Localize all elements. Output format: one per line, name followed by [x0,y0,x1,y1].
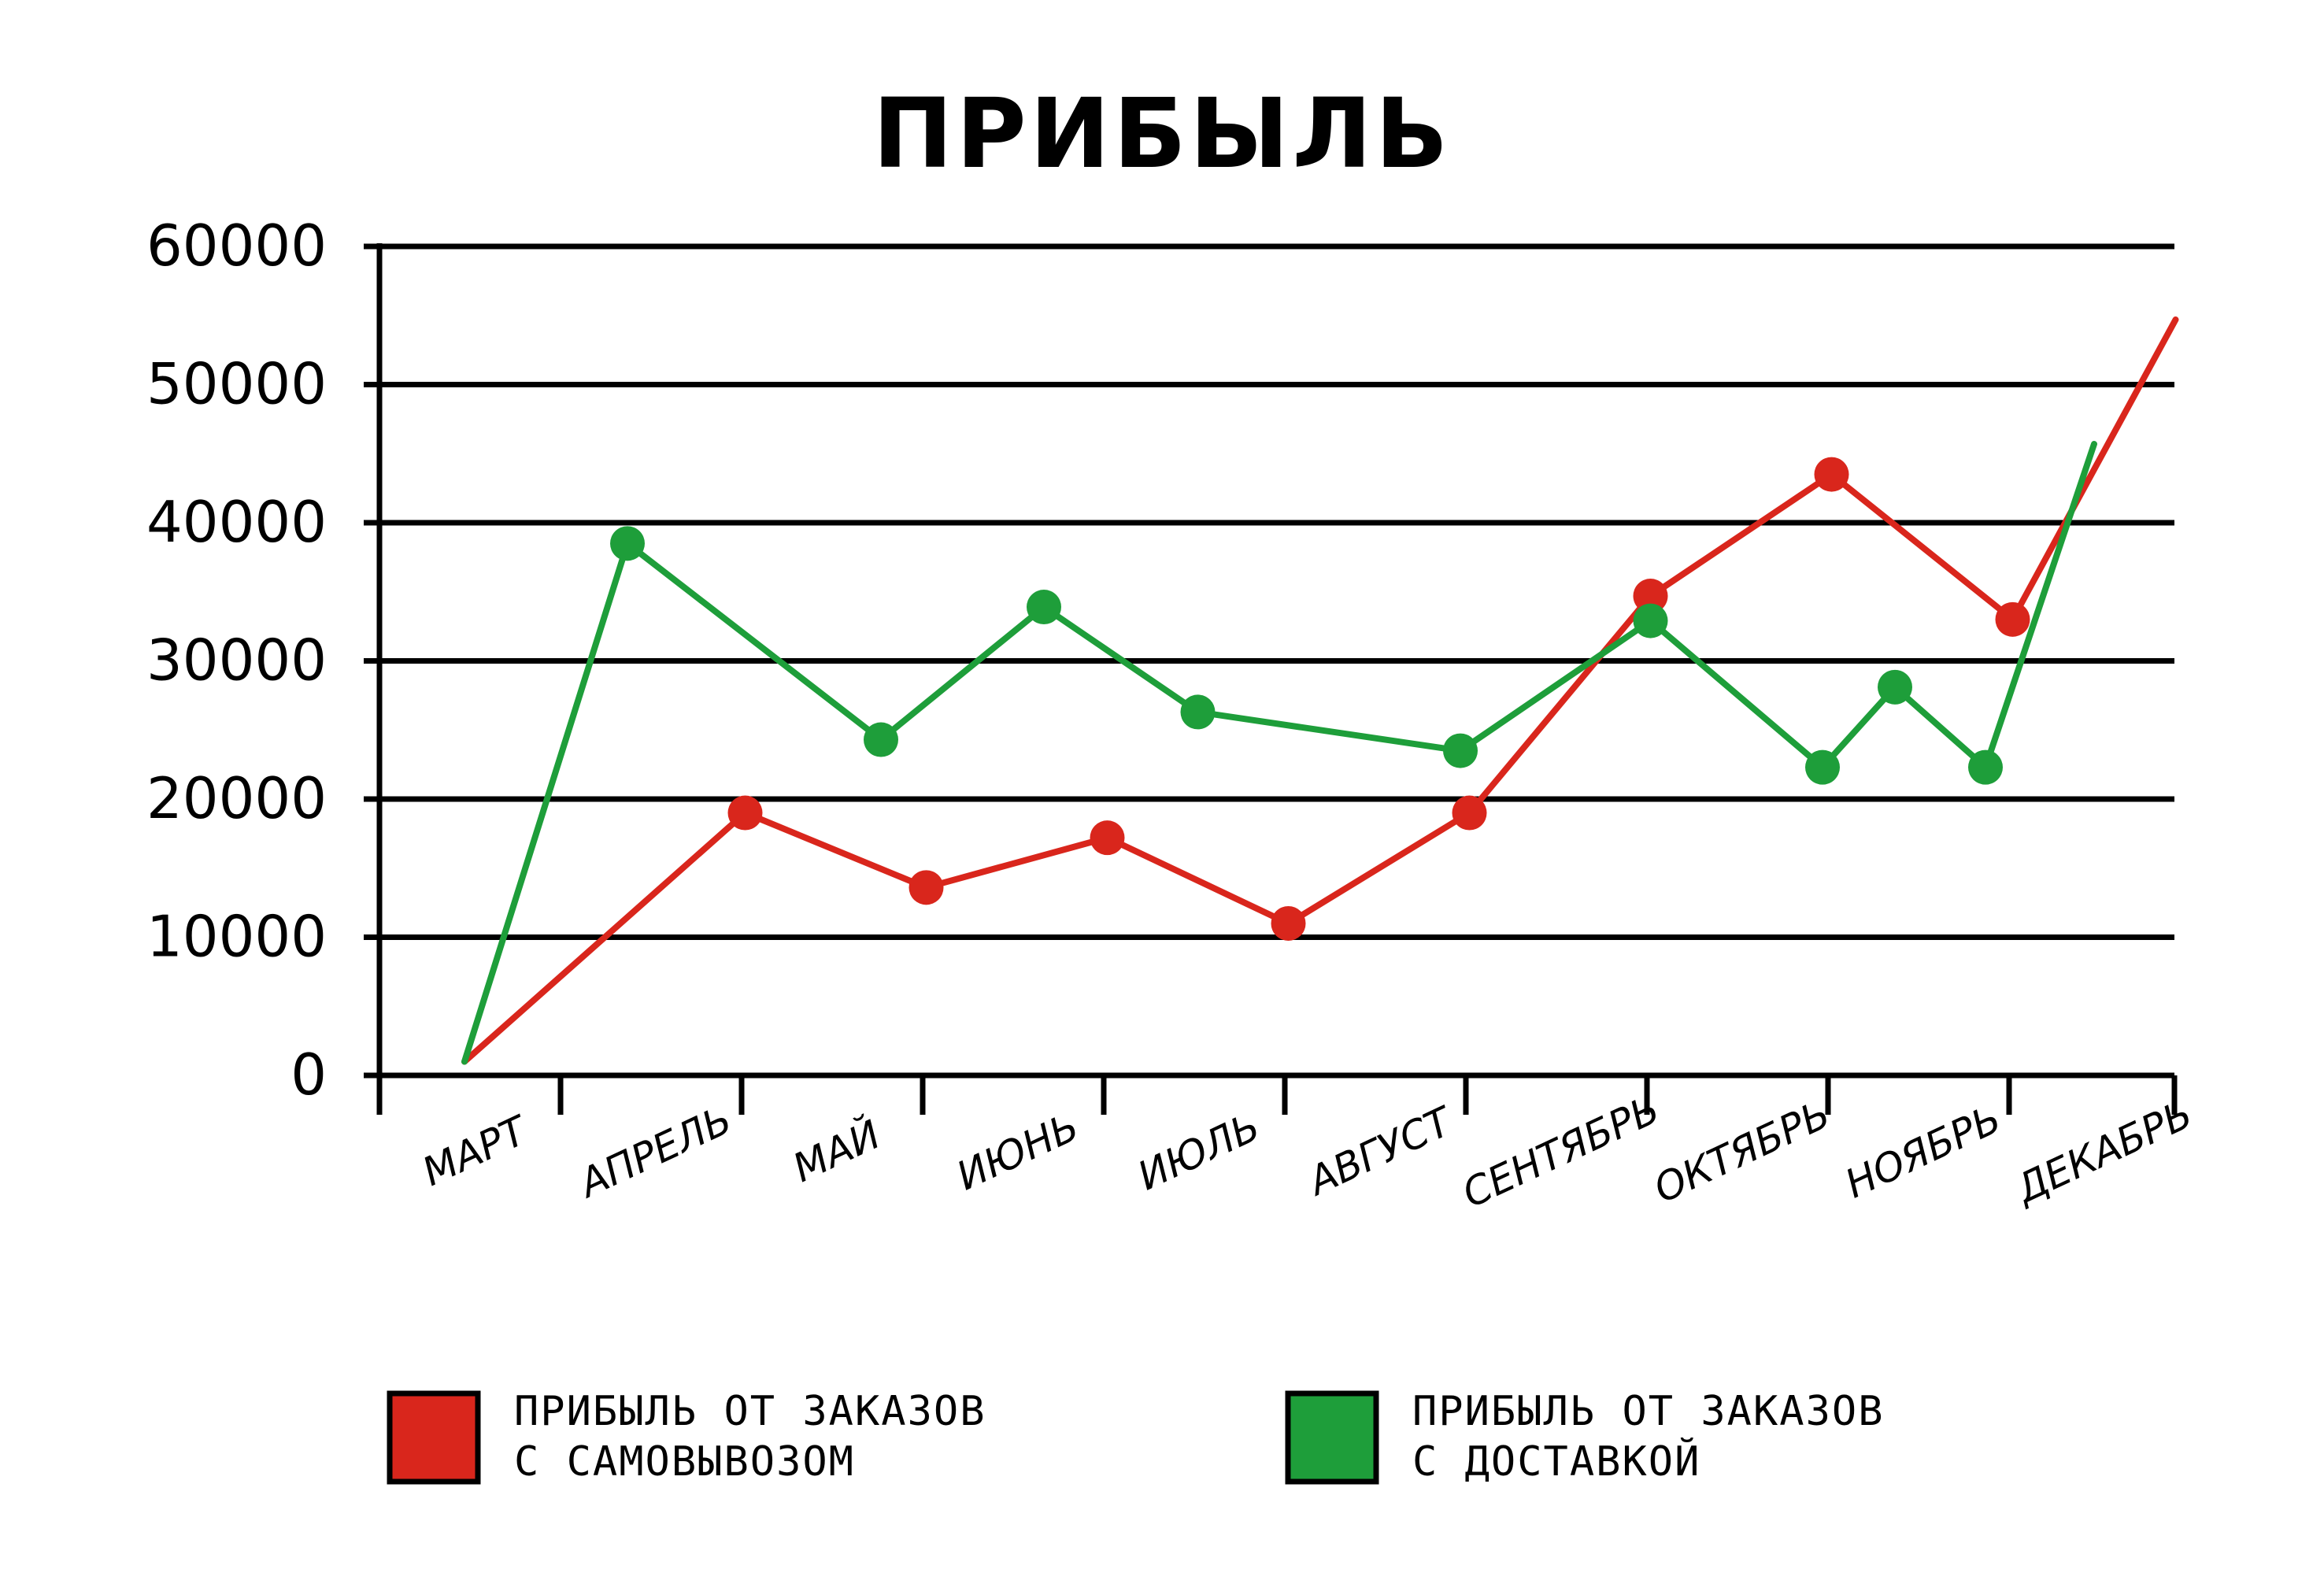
data-point [864,722,898,757]
axes [364,243,2178,1115]
legend-swatch [1285,1390,1379,1485]
data-point [1805,749,1840,785]
data-point [1878,669,1912,705]
legend-swatch [387,1390,481,1485]
data-point [1452,795,1487,831]
x-tick-labels: МАРТ АПРЕЛЬ МАЙ ИЮНЬ ИЮЛЬ АВГУСТСЕНТЯБРЬОКТЯБ… [416,1086,2199,1217]
series-line [461,316,2179,1065]
chart-title: ПРИБЫЛЬ [872,78,1451,190]
series-lines [461,316,2179,1065]
data-point [610,526,645,561]
data-point [1633,579,1668,614]
y-tick-label: 10000 [146,904,327,970]
x-tick-label: СЕНТЯБРЬ [1456,1086,1667,1217]
data-point [727,795,763,831]
x-tick-label: ДЕКАБРЬ [2008,1091,2199,1212]
y-tick-label: 0 [290,1042,327,1108]
y-tick-labels: 0 10000 20000 30000 40000 50000 60000 [146,213,327,1108]
data-point [909,870,944,905]
data-point [1995,601,2030,637]
series-2 [461,441,2097,1065]
x-tick-label: МАЙ [786,1111,887,1191]
x-tick-label: АВГУСТ [1300,1097,1461,1205]
series-1 [461,316,2179,1065]
x-tick-label: ОКТЯБРЬ [1647,1091,1837,1212]
grid-lines [364,243,2174,940]
y-tick-label: 60000 [146,213,327,279]
data-point [1633,603,1668,638]
y-tick-label: 40000 [146,489,327,555]
data-point [1814,457,1849,492]
x-tick-label: АПРЕЛЬ [571,1097,738,1208]
data-point [1271,905,1306,941]
data-point [1090,820,1125,856]
x-tick-label: НОЯБРЬ [1838,1096,2008,1208]
data-point [1968,749,2003,785]
legend-label: ПРИБЫЛЬ ОТ ЗАКАЗОВ [514,1388,986,1435]
x-tick-label: ИЮНЬ [950,1104,1086,1200]
series-line [461,441,2097,1065]
data-point [1443,733,1478,768]
x-tick-label: МАРТ [416,1107,536,1195]
y-tick-label: 20000 [146,765,327,831]
y-tick-label: 30000 [146,627,327,694]
legend-label: ПРИБЫЛЬ ОТ ЗАКАЗОВ [1412,1388,1885,1435]
legend-label: С ДОСТАВКОЙ [1412,1438,1700,1486]
data-point [1027,590,1061,625]
data-point [1180,694,1216,730]
legend-label: С САМОВЫВОЗОМ [514,1438,855,1486]
y-tick-label: 50000 [146,351,327,417]
x-tick-label: ИЮЛЬ [1131,1104,1267,1200]
